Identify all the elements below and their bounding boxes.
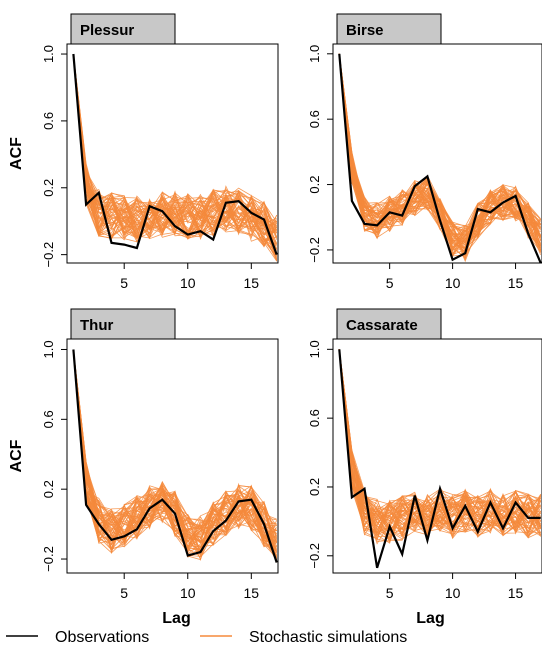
x-tick-label: 5	[386, 585, 394, 601]
legend-simulations-label: Stochastic simulations	[249, 629, 407, 646]
y-tick-label: 1.0	[41, 340, 56, 358]
x-tick-label: 15	[508, 275, 524, 291]
x-tick-label: 5	[120, 585, 128, 601]
y-tick-label: 0.2	[307, 176, 322, 194]
y-tick-label: 0.6	[41, 410, 56, 428]
x-tick-label: 10	[180, 275, 196, 291]
panel-title: Birse	[346, 22, 384, 39]
y-axis-label: ACF	[8, 439, 25, 472]
x-tick-label: 5	[120, 275, 128, 291]
panel-thur: 5 10 15 −0.2 0.2 0.6 1.0 Thur ACF Lag	[8, 309, 278, 627]
y-tick-label: 0.2	[307, 478, 322, 496]
x-axis-label: Lag	[416, 610, 444, 627]
x-axis-label: Lag	[162, 610, 190, 627]
panel-title: Thur	[80, 317, 113, 334]
y-tick-label: 0.6	[307, 110, 322, 128]
panel-birse: 5 10 15 −0.2 0.2 0.6 1.0 Birse	[307, 14, 542, 291]
y-tick-label: 0.2	[41, 480, 56, 498]
panel-cassarate: 5 10 15 −0.2 0.2 0.6 1.0 Cassarate Lag	[307, 309, 542, 627]
y-tick-label: −0.2	[41, 546, 56, 572]
x-tick-label: 15	[244, 585, 260, 601]
y-tick-label: −0.2	[307, 237, 322, 263]
y-axis-label: ACF	[8, 137, 25, 170]
x-tick-label: 15	[244, 275, 260, 291]
plot-frame	[333, 339, 542, 573]
x-tick-label: 5	[386, 275, 394, 291]
simulations-birse	[339, 54, 540, 261]
y-tick-label: −0.2	[307, 543, 322, 569]
legend-observations-label: Observations	[55, 629, 149, 646]
x-tick-label: 10	[445, 275, 461, 291]
y-tick-label: 1.0	[307, 45, 322, 63]
y-tick-label: 0.2	[41, 179, 56, 197]
y-tick-label: 1.0	[307, 340, 322, 358]
x-tick-label: 10	[180, 585, 196, 601]
panel-plessur: 5 10 15 −0.2 0.2 0.6 1.0 Plessur ACF	[8, 14, 278, 291]
simulations-plessur	[73, 54, 276, 261]
panel-title: Cassarate	[346, 317, 418, 334]
y-tick-label: −0.2	[41, 242, 56, 268]
y-tick-label: 1.0	[41, 45, 56, 63]
y-tick-label: 0.6	[41, 112, 56, 130]
x-tick-label: 10	[445, 585, 461, 601]
y-tick-label: 0.6	[307, 409, 322, 427]
legend: Observations Stochastic simulations	[6, 629, 407, 646]
panel-title: Plessur	[80, 22, 134, 39]
x-tick-label: 15	[508, 585, 524, 601]
